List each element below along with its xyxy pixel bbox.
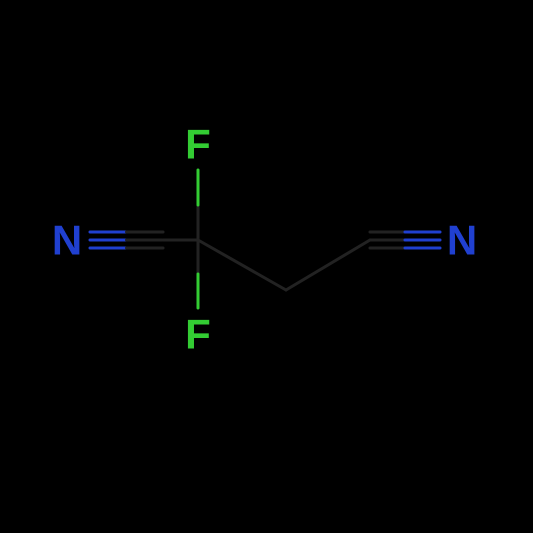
atom-label-f: F xyxy=(185,311,211,358)
atom-label-n: N xyxy=(52,217,82,264)
atom-label-f: F xyxy=(185,121,211,168)
atom-label-n: N xyxy=(447,217,477,264)
molecule-diagram: N F F N xyxy=(0,0,533,533)
